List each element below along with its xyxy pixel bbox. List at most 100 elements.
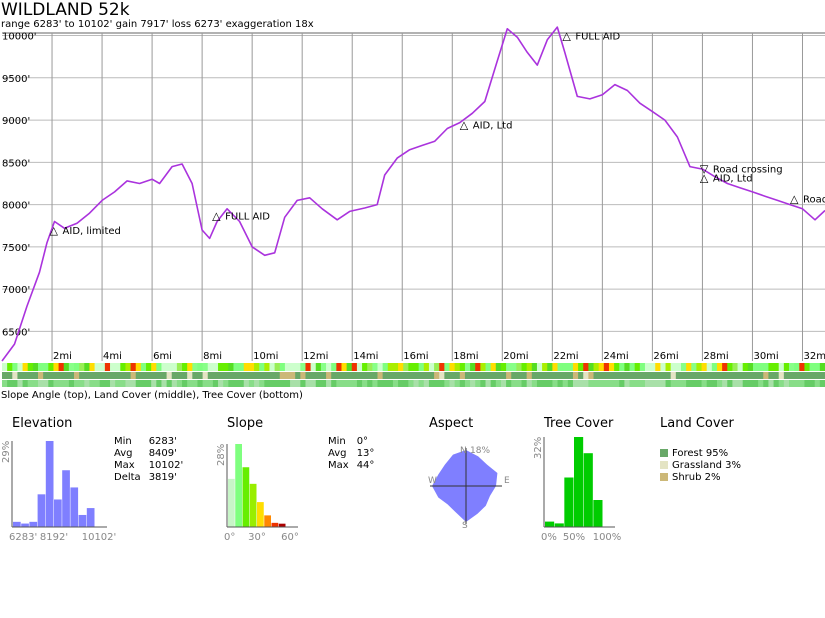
tree-cover-segment: [161, 380, 168, 387]
slope-segment: [722, 363, 728, 371]
slope-segment: [362, 363, 368, 371]
slope-segment: [562, 363, 569, 371]
aspect-panel-title: Aspect: [429, 416, 474, 431]
slope-segment: [819, 363, 825, 371]
slope-panel-title: Slope: [227, 416, 264, 431]
histogram-bar: [554, 523, 564, 527]
land-cover-segment: [351, 372, 358, 379]
tree-cover-segment: [804, 380, 811, 387]
slope-segment: [675, 363, 682, 371]
land-cover-segment: [706, 372, 713, 379]
slope-segment: [732, 363, 739, 371]
slope-segment: [264, 363, 271, 371]
land-cover-segment: [38, 372, 44, 379]
x-tick-label: 14mi: [353, 351, 378, 362]
slope-segment: [320, 363, 327, 371]
stat-row: Avg 8409': [114, 448, 177, 459]
land-cover-segment: [516, 372, 523, 379]
y-tick-label: 10000': [2, 32, 37, 43]
land-cover-segment: [166, 372, 173, 379]
land-cover-segment: [536, 372, 543, 379]
aspect-label-pct: 18%: [470, 446, 490, 456]
tree-cover-segment: [115, 380, 121, 387]
histogram-bar: [593, 500, 603, 527]
slope-segment: [171, 363, 178, 371]
land-cover-segment: [490, 372, 497, 379]
tree-cover-segment: [362, 380, 368, 387]
slope-stats: Min 0° Avg 13° Max 44°: [328, 436, 382, 472]
aspect-rose: N E S W 18%: [428, 446, 510, 531]
land-cover-segment: [171, 372, 178, 379]
land-cover-segment: [192, 372, 199, 379]
tree-cover-segment: [295, 380, 301, 387]
tree-cover-segment: [511, 380, 517, 387]
x-tick-label: 32mi: [803, 351, 825, 362]
elevation-profile-chart: 6500' 7000' 7500' 8000' 8500' 9000' 9500' 10000…: [1, 26, 825, 387]
land-cover-segment: [567, 372, 574, 379]
tree-cover-segment: [691, 380, 698, 387]
slope-segment: [115, 363, 121, 371]
slope-segment: [444, 363, 451, 371]
land-cover-segment: [315, 372, 322, 379]
tree-cover-segment: [94, 380, 101, 387]
tree-cover-segment: [228, 380, 235, 387]
histogram-bar: [70, 487, 79, 527]
tree-cover-segment: [696, 380, 703, 387]
slope-segment: [737, 363, 744, 371]
land-cover-segment: [228, 372, 235, 379]
legend-swatch: [660, 461, 668, 469]
land-cover-segment: [187, 372, 193, 379]
land-cover-segment: [362, 372, 368, 379]
slope-segment: [788, 363, 795, 371]
land-cover-segment: [521, 372, 528, 379]
slope-segment: [135, 363, 142, 371]
slope-segment: [470, 363, 476, 371]
tree-cover-segment: [742, 380, 749, 387]
land-cover-segment: [578, 372, 584, 379]
slope-segment: [608, 363, 615, 371]
slope-segment: [140, 363, 147, 371]
land-cover-segment: [788, 372, 795, 379]
slope-segment: [408, 363, 415, 371]
land-cover-segment: [130, 372, 137, 379]
slope-segment: [315, 363, 322, 371]
slope-segment: [130, 363, 137, 371]
legend-item-forest: Forest 95%: [660, 447, 741, 459]
slope-segment: [418, 363, 425, 371]
slope-segment: [259, 363, 265, 371]
y-tick-label: 8000': [2, 201, 30, 212]
slope-segment: [434, 363, 440, 371]
slope-segment: [94, 363, 101, 371]
waypoint-symbol: ▽: [700, 162, 709, 175]
slope-segment: [218, 363, 224, 371]
slope-segment: [680, 363, 687, 371]
histogram-bar: [78, 514, 87, 527]
slope-segment: [706, 363, 713, 371]
land-cover-segment: [398, 372, 404, 379]
legend-item-shrub: Shrub 2%: [660, 471, 741, 483]
tree-cover-segment: [547, 380, 553, 387]
tree-cover-segment: [413, 380, 420, 387]
x-tick-label: 26mi: [653, 351, 678, 362]
tree-cover-segment: [680, 380, 687, 387]
tree-cover-segment: [398, 380, 404, 387]
land-cover-segment: [156, 372, 163, 379]
tree-cover-segment: [331, 380, 337, 387]
land-cover-segment: [295, 372, 301, 379]
land-cover-segment: [320, 372, 327, 379]
tree-cover-segment: [439, 380, 445, 387]
tree-cover-segment: [17, 380, 24, 387]
land-cover-segment: [675, 372, 682, 379]
aspect-label-e: E: [504, 476, 510, 486]
x-tick-label: 4mi: [103, 351, 122, 362]
land-cover-segment: [506, 372, 512, 379]
slope-segment: [156, 363, 163, 371]
land-cover-segment: [22, 372, 29, 379]
slope-segment: [428, 363, 435, 371]
slope-segment: [207, 363, 214, 371]
land-cover-segment: [444, 372, 451, 379]
tree-cover-segment: [655, 380, 661, 387]
land-cover-segment: [665, 372, 672, 379]
slope-segment: [500, 363, 507, 371]
slope-segment: [536, 363, 543, 371]
